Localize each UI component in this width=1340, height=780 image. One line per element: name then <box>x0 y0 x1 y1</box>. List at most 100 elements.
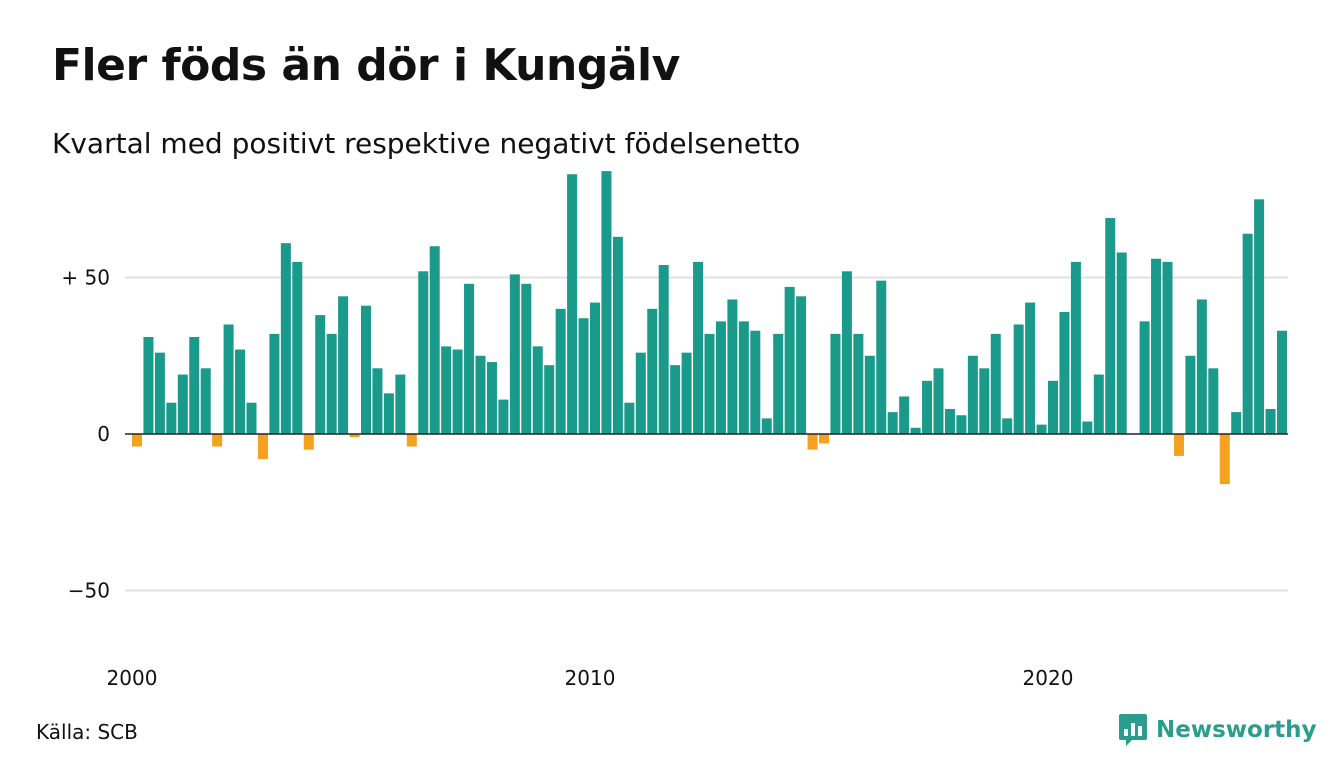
y-tick-label: 0 <box>97 422 110 446</box>
bar <box>555 308 566 435</box>
bar <box>509 274 520 435</box>
bar <box>819 434 829 444</box>
bar <box>979 368 990 435</box>
bar <box>635 352 646 435</box>
bar <box>349 434 360 438</box>
bar <box>372 368 383 435</box>
bar <box>235 349 246 435</box>
bar <box>624 402 635 435</box>
bar <box>864 355 875 435</box>
x-tick-label: 2000 <box>107 666 158 690</box>
chart-subtitle: Kvartal med positivt respektive negativt… <box>52 127 801 160</box>
bar <box>727 299 738 435</box>
bar <box>475 355 486 435</box>
bar <box>830 333 841 435</box>
bar <box>738 321 749 435</box>
bar <box>761 418 772 435</box>
bar <box>590 302 600 435</box>
bar <box>910 427 921 435</box>
bar <box>1048 380 1058 435</box>
bar <box>1185 355 1196 435</box>
bar <box>887 412 898 435</box>
bar <box>441 346 452 435</box>
bar <box>212 434 223 447</box>
x-tick-label: 2010 <box>565 666 616 690</box>
bar <box>544 365 555 435</box>
bar <box>1254 199 1265 435</box>
bar <box>944 408 955 435</box>
bar <box>784 286 795 435</box>
bar <box>1139 321 1150 435</box>
brand-name: Newsworthy <box>1156 717 1317 743</box>
newsworthy-logo: Newsworthy <box>1118 712 1317 748</box>
bar <box>498 399 509 435</box>
bar <box>292 261 303 435</box>
bar <box>990 333 1001 435</box>
source-note: Källa: SCB <box>36 720 138 744</box>
bar <box>1242 233 1253 435</box>
bar <box>280 243 291 435</box>
bar <box>1070 261 1081 435</box>
bar <box>315 315 326 435</box>
bar <box>200 368 211 435</box>
y-tick-label: −50 <box>68 579 110 603</box>
chart-title: Fler föds än dör i Kungälv <box>52 40 680 91</box>
bar <box>841 271 852 435</box>
bar <box>1002 418 1013 435</box>
bar <box>922 380 933 435</box>
bar <box>1162 261 1173 435</box>
bar <box>715 321 726 435</box>
bar <box>1277 330 1287 435</box>
bar <box>1196 299 1207 435</box>
bar <box>464 283 475 435</box>
bar <box>1219 434 1230 485</box>
bar <box>704 333 715 435</box>
bar <box>177 374 188 435</box>
bar <box>132 434 142 447</box>
bar <box>658 265 669 435</box>
bar <box>899 396 910 435</box>
bar <box>189 337 200 435</box>
bar <box>1116 252 1127 435</box>
chart-bubble-icon <box>1119 714 1147 746</box>
bar <box>1231 412 1242 435</box>
bar <box>246 402 257 435</box>
y-tick-label: + 50 <box>61 266 110 290</box>
bars <box>125 171 1288 485</box>
bar <box>395 374 406 435</box>
bar <box>1151 258 1162 435</box>
bar <box>521 283 532 435</box>
bar <box>269 333 280 435</box>
bar <box>773 333 784 435</box>
bar <box>1013 324 1024 435</box>
x-tick-label: 2020 <box>1023 666 1074 690</box>
bar <box>303 434 314 450</box>
bar <box>1105 218 1116 435</box>
bar <box>1093 374 1104 435</box>
bar <box>1208 368 1219 435</box>
bar <box>750 330 761 435</box>
bar <box>1173 434 1184 456</box>
bar <box>612 236 623 435</box>
bar <box>853 333 864 435</box>
bar <box>578 318 589 435</box>
bar <box>154 352 165 435</box>
bar <box>1265 408 1276 435</box>
bar <box>257 434 268 460</box>
bar <box>807 434 818 450</box>
bar <box>1059 311 1070 435</box>
bar <box>1036 424 1047 435</box>
bar <box>418 271 429 435</box>
bar <box>670 365 681 435</box>
bar <box>452 349 463 435</box>
gridlines <box>125 276 1288 592</box>
bar <box>967 355 978 435</box>
bar <box>406 434 417 447</box>
bar <box>223 324 234 435</box>
bar-chart: + 50 0 −50 2000 2010 2020 <box>61 171 1288 690</box>
bar <box>338 296 349 435</box>
bar <box>933 368 944 435</box>
bar <box>601 171 612 435</box>
bar <box>876 280 887 435</box>
bar <box>532 346 543 435</box>
